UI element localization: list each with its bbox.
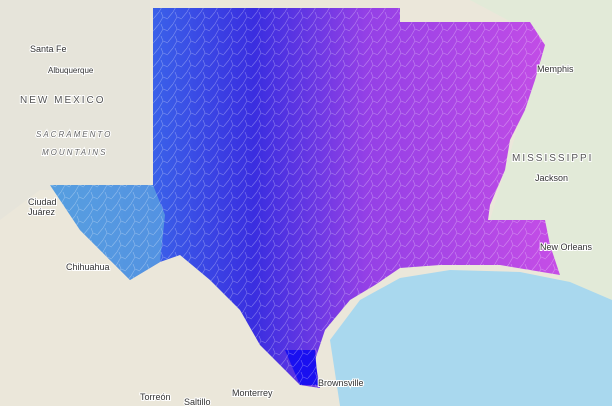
city-label: Brownsville bbox=[318, 378, 364, 388]
city-label: Juárez bbox=[28, 207, 56, 217]
city-label: New Orleans bbox=[540, 242, 593, 252]
terrain-east bbox=[470, 0, 612, 300]
city-label: Ciudad bbox=[28, 197, 57, 207]
city-label: Chihuahua bbox=[66, 262, 110, 272]
city-label: Monterrey bbox=[232, 388, 273, 398]
range-label: MOUNTAINS bbox=[42, 148, 107, 157]
terrain bbox=[0, 0, 150, 220]
range-label: SACRAMENTO bbox=[36, 130, 112, 139]
city-label: Memphis bbox=[537, 64, 574, 74]
state-label: NEW MEXICO bbox=[20, 95, 106, 106]
state-label: MISSISSIPPI bbox=[512, 153, 593, 164]
city-label: Albuquerque bbox=[48, 66, 94, 75]
tract-boundaries bbox=[50, 8, 560, 388]
city-label: Saltillo bbox=[184, 397, 211, 406]
city-label: Jackson bbox=[535, 173, 568, 183]
city-label: Santa Fe bbox=[30, 44, 67, 54]
gulf-of-mexico bbox=[330, 270, 612, 406]
city-label: Torreón bbox=[140, 392, 171, 402]
